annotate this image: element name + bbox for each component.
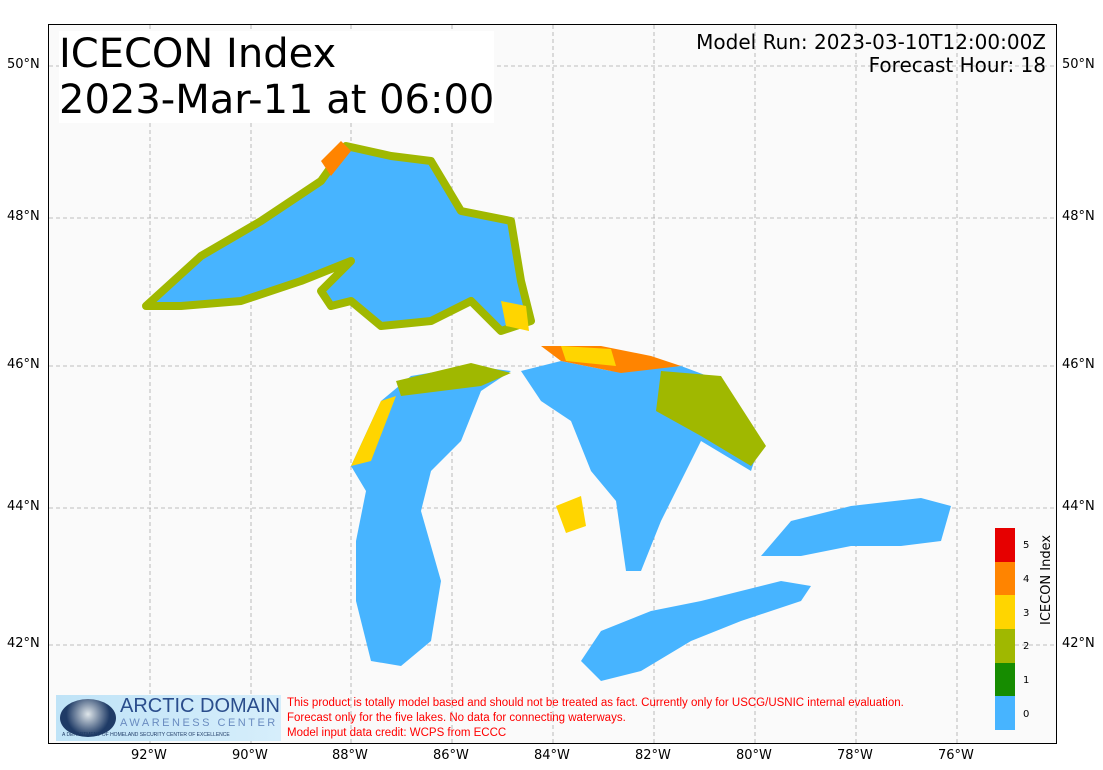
cbar-tick: 0: [1023, 709, 1030, 720]
cbar-tick: 4: [1023, 574, 1030, 585]
run-info: Model Run: 2023-03-10T12:00:00Z Forecast …: [696, 30, 1046, 77]
lat-tick: 48°N: [7, 209, 40, 224]
lon-tick: 84°W: [534, 748, 570, 763]
lon-tick: 92°W: [131, 748, 167, 763]
lat-tick: 50°N: [7, 57, 40, 72]
lat-tick: 48°N: [1062, 209, 1095, 224]
lake-michigan: [351, 366, 511, 666]
map-canvas: [49, 25, 1056, 743]
lat-tick: 42°N: [7, 636, 40, 651]
globe-icon: [60, 699, 116, 737]
lake-ontario: [761, 498, 951, 556]
cbar-tick: 3: [1023, 608, 1030, 619]
lon-tick: 78°W: [837, 748, 873, 763]
lake-erie: [581, 581, 811, 681]
lat-tick: 44°N: [7, 499, 40, 514]
disclaimer: This product is totally model based and …: [287, 697, 904, 739]
lake-superior: [142, 142, 535, 335]
lon-tick: 76°W: [938, 748, 974, 763]
lon-tick: 88°W: [332, 748, 368, 763]
lon-tick: 80°W: [736, 748, 772, 763]
map-title: ICECON Index 2023-Mar-11 at 06:00: [59, 31, 495, 123]
lon-tick: 86°W: [433, 748, 469, 763]
map-panel[interactable]: ICECON Index 2023-Mar-11 at 06:00 Model R…: [48, 24, 1057, 744]
adac-logo: ARCTIC DOMAIN AWARENESS CENTER A DEPARTMEN…: [56, 695, 281, 741]
lat-tick: 50°N: [1062, 57, 1095, 72]
cbar-tick: 1: [1023, 675, 1030, 686]
lat-tick: 42°N: [1062, 636, 1095, 651]
lon-tick: 82°W: [635, 748, 671, 763]
cbar-tick: 2: [1023, 641, 1030, 652]
colorbar: [995, 528, 1015, 730]
lat-tick: 44°N: [1062, 499, 1095, 514]
cbar-tick: 5: [1023, 540, 1030, 551]
lon-tick: 90°W: [232, 748, 268, 763]
lat-tick: 46°N: [1062, 357, 1095, 372]
lat-tick: 46°N: [7, 357, 40, 372]
colorbar-label: ICECON Index: [1039, 534, 1054, 625]
